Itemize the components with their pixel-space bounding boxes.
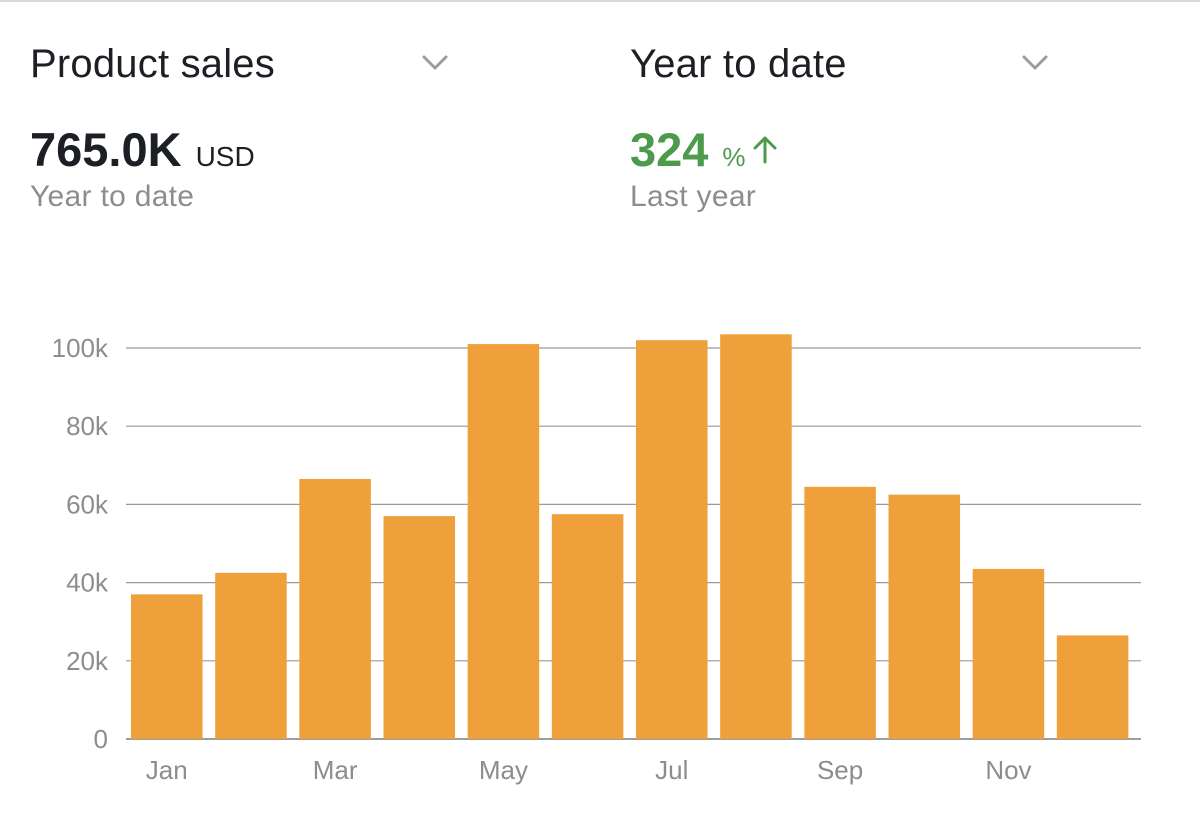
y-tick-label: 40k [66, 568, 109, 598]
bar-nov[interactable] [972, 568, 1045, 739]
x-tick-label: Mar [313, 755, 358, 785]
x-tick-label: Jul [655, 755, 688, 785]
sales-total-value: 765.0K [30, 123, 182, 176]
bar-jun[interactable] [551, 514, 624, 739]
y-tick-label: 20k [66, 646, 109, 676]
bar-sep[interactable] [804, 486, 876, 739]
y-tick-label: 100k [52, 333, 109, 363]
bar-mar[interactable] [299, 478, 371, 739]
metric-selector-dropdown[interactable]: Product sales [30, 42, 450, 86]
growth-percentage-value: 324 [630, 123, 709, 176]
y-tick-label: 80k [66, 411, 109, 441]
growth-percentage-caption: Last year [630, 180, 757, 213]
metric-selector-label: Product sales [30, 41, 275, 86]
chevron-down-icon [1022, 55, 1048, 70]
bar-dec[interactable] [1056, 635, 1129, 739]
bar-feb[interactable] [215, 572, 287, 739]
x-tick-label: Sep [817, 755, 863, 785]
arrow-up-icon [753, 136, 777, 163]
y-tick-label: 0 [94, 724, 108, 754]
growth-percentage-unit: % [722, 142, 746, 172]
y-tick-label: 60k [66, 489, 109, 519]
bar-may[interactable] [467, 344, 540, 739]
x-tick-label: Nov [985, 755, 1031, 785]
bar-apr[interactable] [383, 516, 456, 739]
bar-aug[interactable] [720, 334, 792, 739]
sales-total: 765.0K USD [30, 122, 255, 177]
x-tick-label: May [479, 755, 528, 785]
period-selector-label: Year to date [630, 41, 847, 86]
sales-total-caption: Year to date [30, 180, 195, 213]
chevron-down-icon [422, 55, 448, 70]
bar-jul[interactable] [636, 340, 708, 739]
bar-jan[interactable] [131, 594, 203, 739]
growth-percentage: 324 % [630, 122, 778, 177]
bar-oct[interactable] [888, 494, 961, 739]
period-selector-dropdown[interactable]: Year to date [630, 42, 1050, 86]
sales-total-unit: USD [195, 141, 255, 172]
x-tick-label: Jan [146, 755, 188, 785]
